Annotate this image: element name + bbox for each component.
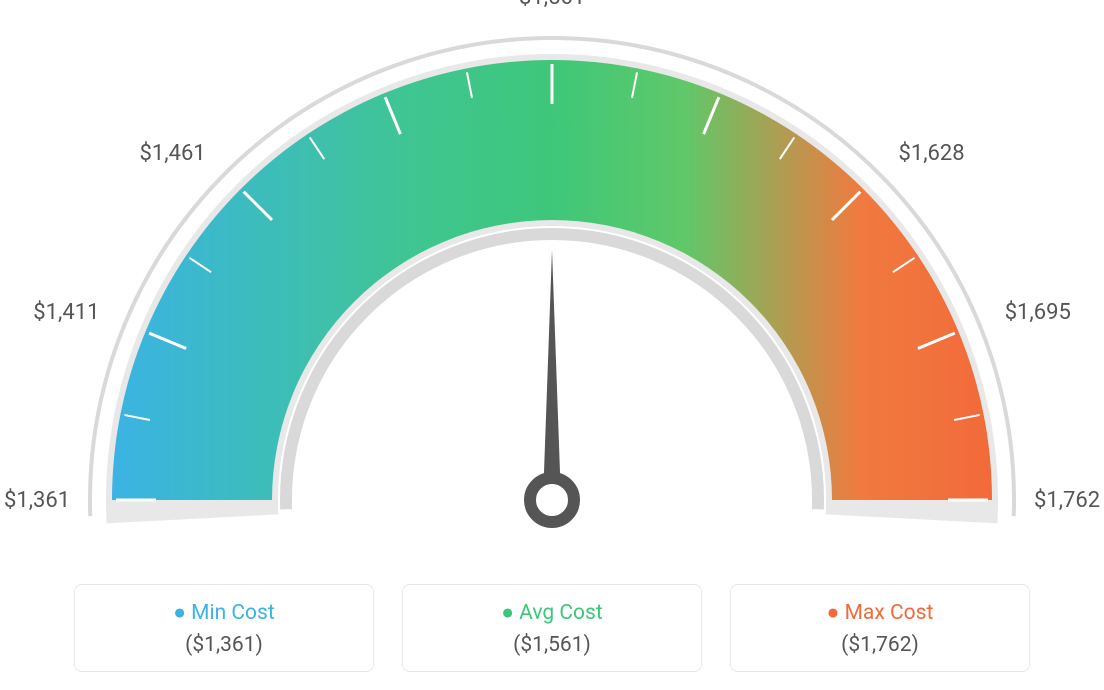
legend-bullet-icon: ● <box>827 601 845 625</box>
gauge-area: $1,361 $1,411 $1,461 $1,561 $1,628 $1,695 $1,7… <box>0 0 1104 560</box>
legend-avg-value: ($1,561) <box>413 633 691 657</box>
chart-container: $1,361 $1,411 $1,461 $1,561 $1,628 $1,695 $1,7… <box>0 0 1104 690</box>
gauge-tick-label: $1,762 <box>1034 488 1100 513</box>
legend-card-avg: ● Avg Cost ($1,561) <box>402 584 702 672</box>
legend-row: ● Min Cost ($1,361) ● Avg Cost ($1,561) … <box>0 584 1104 672</box>
legend-min-value: ($1,361) <box>85 633 363 657</box>
legend-bullet-icon: ● <box>173 601 191 625</box>
legend-label-text: Max Cost <box>845 601 934 625</box>
gauge-tick-label: $1,695 <box>1005 300 1071 325</box>
legend-bullet-icon: ● <box>501 601 519 625</box>
gauge-needle <box>543 250 561 500</box>
legend-min-label: ● Min Cost <box>85 601 363 625</box>
gauge-tick-label: $1,411 <box>33 300 99 325</box>
gauge-tick-label: $1,461 <box>140 141 206 166</box>
gauge-tick-label: $1,628 <box>898 141 964 166</box>
legend-max-value: ($1,762) <box>741 633 1019 657</box>
gauge-tick-label: $1,561 <box>519 0 585 10</box>
gauge-hub <box>530 478 574 522</box>
legend-avg-label: ● Avg Cost <box>413 601 691 625</box>
legend-max-label: ● Max Cost <box>741 601 1019 625</box>
legend-card-max: ● Max Cost ($1,762) <box>730 584 1030 672</box>
gauge-tick-label: $1,361 <box>4 488 70 513</box>
legend-label-text: Min Cost <box>191 601 275 625</box>
legend-label-text: Avg Cost <box>519 601 603 625</box>
gauge-svg <box>0 0 1104 560</box>
legend-card-min: ● Min Cost ($1,361) <box>74 584 374 672</box>
